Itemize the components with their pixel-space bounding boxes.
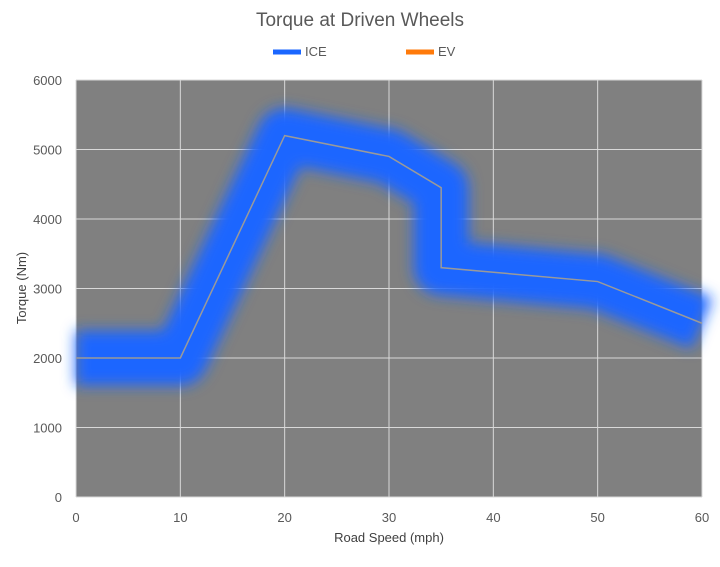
y-tick-label: 6000 [33, 73, 62, 88]
legend-label: EV [438, 44, 456, 59]
y-tick-label: 3000 [33, 282, 62, 297]
legend-item-ice: ICE [273, 44, 327, 59]
x-axis-label: Road Speed (mph) [334, 530, 444, 545]
x-tick-label: 10 [173, 510, 187, 525]
x-tick-label: 60 [695, 510, 709, 525]
y-axis-label: Torque (Nm) [14, 252, 29, 324]
x-tick-label: 40 [486, 510, 500, 525]
series-layer [76, 108, 713, 386]
y-tick-label: 4000 [33, 212, 62, 227]
x-tick-label: 50 [590, 510, 604, 525]
y-tick-label: 1000 [33, 421, 62, 436]
chart-title: Torque at Driven Wheels [256, 10, 464, 31]
legend-item-ev: EV [406, 44, 456, 59]
x-tick-label: 20 [277, 510, 291, 525]
tick-labels: 0 10 20 30 40 50 60 0 1000 2000 3000 4000 5000 6000 [33, 73, 709, 525]
legend-label: ICE [305, 44, 327, 59]
y-tick-label: 2000 [33, 351, 62, 366]
x-tick-label: 30 [382, 510, 396, 525]
y-tick-label: 5000 [33, 143, 62, 158]
x-tick-label: 0 [72, 510, 79, 525]
y-tick-label: 0 [55, 490, 62, 505]
legend: ICE EV [273, 44, 456, 59]
